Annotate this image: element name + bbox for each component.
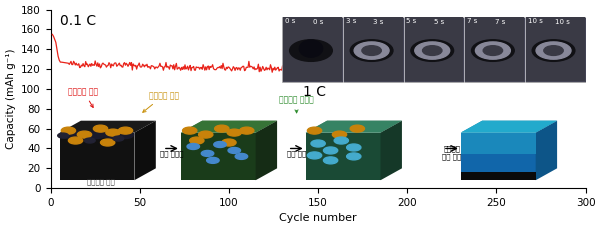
Ellipse shape <box>222 139 236 146</box>
Ellipse shape <box>215 125 229 132</box>
Ellipse shape <box>106 129 120 136</box>
Ellipse shape <box>544 46 563 55</box>
Ellipse shape <box>423 46 442 55</box>
Bar <box>526 17 585 81</box>
Text: 리틬 성장: 리틬 성장 <box>287 150 307 157</box>
Ellipse shape <box>332 131 347 138</box>
Polygon shape <box>461 121 557 133</box>
Ellipse shape <box>411 40 454 61</box>
Ellipse shape <box>472 40 514 61</box>
Bar <box>282 16 585 82</box>
Polygon shape <box>306 121 402 133</box>
Ellipse shape <box>228 147 240 153</box>
Ellipse shape <box>350 125 364 132</box>
Ellipse shape <box>103 131 119 139</box>
Ellipse shape <box>347 153 361 160</box>
Polygon shape <box>461 133 535 180</box>
Text: 3 s: 3 s <box>373 19 384 25</box>
Ellipse shape <box>235 153 248 159</box>
Ellipse shape <box>113 136 124 141</box>
Ellipse shape <box>89 131 105 139</box>
Ellipse shape <box>299 40 323 57</box>
Polygon shape <box>135 121 156 180</box>
Text: 0.1 C: 0.1 C <box>59 14 96 28</box>
Ellipse shape <box>117 131 133 139</box>
Ellipse shape <box>290 40 332 61</box>
X-axis label: Cycle number: Cycle number <box>279 213 357 224</box>
Text: 3 s: 3 s <box>346 19 356 25</box>
Ellipse shape <box>323 157 338 164</box>
Polygon shape <box>181 133 255 180</box>
Ellipse shape <box>118 127 133 134</box>
Y-axis label: Capacity (mAh g⁻¹): Capacity (mAh g⁻¹) <box>5 49 16 149</box>
Ellipse shape <box>201 150 214 156</box>
Polygon shape <box>255 121 277 180</box>
Text: 5 s: 5 s <box>434 19 444 25</box>
Ellipse shape <box>100 139 115 146</box>
Ellipse shape <box>362 46 381 55</box>
Polygon shape <box>535 121 557 180</box>
Bar <box>344 17 403 81</box>
Ellipse shape <box>240 127 254 134</box>
Ellipse shape <box>536 42 571 59</box>
Ellipse shape <box>93 125 108 132</box>
Polygon shape <box>59 121 156 133</box>
Ellipse shape <box>475 42 510 59</box>
Ellipse shape <box>354 42 389 59</box>
Ellipse shape <box>227 129 242 136</box>
Bar <box>461 133 535 154</box>
Text: 지속적인
리틬 성장: 지속적인 리틬 성장 <box>442 145 462 160</box>
Ellipse shape <box>307 127 322 134</box>
Text: 0 s: 0 s <box>285 19 296 25</box>
Polygon shape <box>461 121 557 133</box>
Ellipse shape <box>532 40 575 61</box>
Ellipse shape <box>323 147 338 154</box>
Text: 7 s: 7 s <box>495 19 505 25</box>
Ellipse shape <box>183 127 197 134</box>
Ellipse shape <box>85 138 95 143</box>
Ellipse shape <box>334 137 349 144</box>
Text: 10 s: 10 s <box>528 19 543 25</box>
Text: 1 C: 1 C <box>303 85 326 99</box>
Ellipse shape <box>311 140 325 147</box>
Ellipse shape <box>190 137 204 144</box>
Ellipse shape <box>350 40 393 61</box>
Ellipse shape <box>207 157 219 163</box>
Bar <box>404 17 463 81</box>
Ellipse shape <box>198 131 213 138</box>
Polygon shape <box>181 121 277 133</box>
Ellipse shape <box>214 142 226 147</box>
Ellipse shape <box>483 46 502 55</box>
Text: 0 s: 0 s <box>313 19 323 25</box>
Ellipse shape <box>60 131 76 139</box>
Ellipse shape <box>307 152 322 159</box>
Ellipse shape <box>69 137 83 144</box>
Polygon shape <box>380 121 402 180</box>
Ellipse shape <box>58 133 69 138</box>
Ellipse shape <box>78 131 91 138</box>
Text: 7 s: 7 s <box>467 19 477 25</box>
Ellipse shape <box>61 127 76 134</box>
Polygon shape <box>306 121 402 133</box>
Bar <box>461 172 535 180</box>
Text: 리틬 핵생성: 리틬 핵생성 <box>160 150 184 157</box>
Text: 무기나노 입자: 무기나노 입자 <box>143 91 179 112</box>
Text: 10 s: 10 s <box>555 19 570 25</box>
Polygon shape <box>59 133 135 180</box>
Ellipse shape <box>347 144 361 151</box>
Text: 탄소섬유 표면: 탄소섬유 표면 <box>87 178 114 185</box>
Ellipse shape <box>187 144 200 150</box>
Polygon shape <box>306 133 380 180</box>
Text: 안정적인 고체막: 안정적인 고체막 <box>279 96 314 113</box>
Ellipse shape <box>75 131 91 139</box>
Ellipse shape <box>415 42 450 59</box>
Polygon shape <box>181 121 277 133</box>
Text: 5 s: 5 s <box>406 19 416 25</box>
Bar <box>465 17 524 81</box>
Bar <box>283 17 342 81</box>
Text: 비결정질 탄소: 비결정질 탄소 <box>69 87 99 107</box>
